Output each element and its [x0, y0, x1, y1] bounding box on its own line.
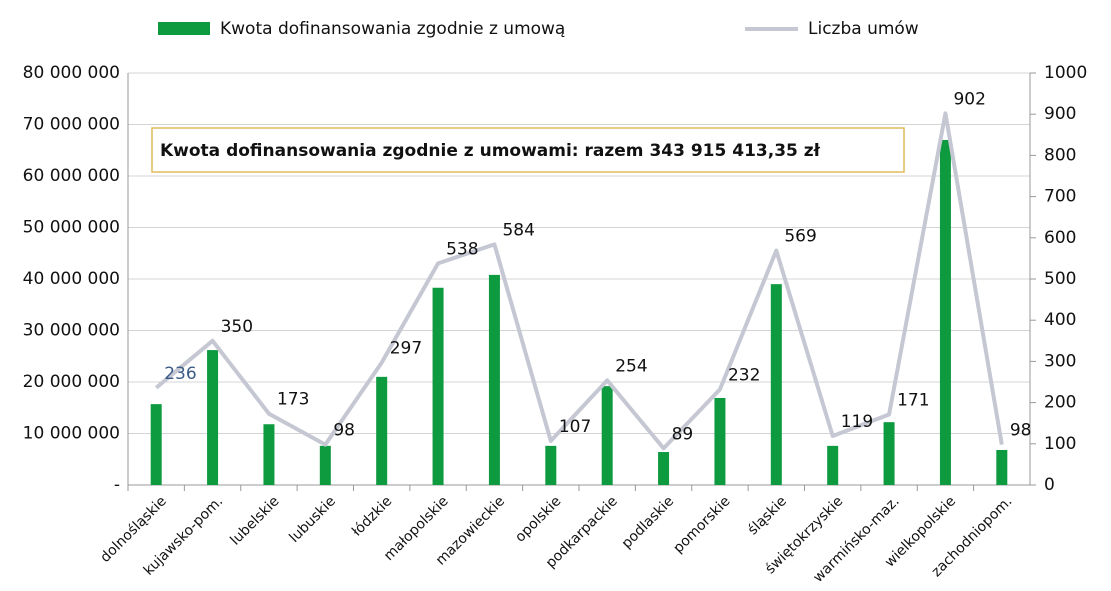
y2-tick-label: 600: [1044, 228, 1076, 248]
y2-tick-label: 200: [1044, 393, 1076, 413]
annotation-box: [151, 127, 905, 173]
y2-tick-label: 900: [1044, 104, 1076, 124]
data-label: 98: [333, 421, 355, 441]
data-label: 350: [221, 317, 253, 337]
legend-swatch: [158, 22, 210, 35]
data-label: 232: [728, 365, 760, 385]
y-tick-label: 10 000 000: [23, 424, 120, 444]
y2-tick-label: 800: [1044, 145, 1076, 165]
bar: [376, 376, 388, 485]
y-tick-label: -: [114, 475, 120, 495]
bar: [432, 287, 444, 485]
bar: [883, 422, 895, 485]
data-label: 107: [559, 417, 591, 437]
bar: [658, 452, 670, 485]
y-tick-label: 70 000 000: [23, 115, 120, 135]
bar: [319, 445, 331, 485]
bar: [601, 386, 613, 485]
bar: [996, 449, 1008, 485]
bar: [714, 397, 726, 485]
x-tick-label: łódzkie: [349, 493, 395, 539]
y2-tick-label: 700: [1044, 187, 1076, 207]
y-tick-label: 40 000 000: [23, 269, 120, 289]
x-tick-label: opolskie: [512, 493, 564, 545]
x-tick-label: podlaskie: [619, 493, 677, 551]
data-label: 902: [953, 89, 985, 109]
x-tick-label: lubuskie: [286, 493, 339, 546]
y2-tick-label: 300: [1044, 351, 1076, 371]
data-label: 98: [1010, 421, 1032, 441]
bar: [207, 350, 219, 485]
y-tick-label: 60 000 000: [23, 166, 120, 186]
data-label: 584: [502, 220, 534, 240]
x-tick-label: lubelskie: [227, 493, 282, 548]
data-label: 171: [897, 391, 929, 411]
annotation: Kwota dofinansowania zgodnie z umowami: …: [160, 141, 821, 161]
bar: [150, 404, 162, 485]
legend-label: Kwota dofinansowania zgodnie z umową: [220, 19, 565, 39]
x-tick-label: śląskie: [745, 493, 790, 538]
y-tick-label: 30 000 000: [23, 321, 120, 341]
data-label: 89: [672, 424, 694, 444]
bar: [939, 139, 951, 485]
y-tick-label: 20 000 000: [23, 372, 120, 392]
legend-label: Liczba umów: [808, 19, 919, 39]
y2-tick-label: 1000: [1044, 63, 1087, 83]
x-tick-label: pomorskie: [670, 493, 733, 556]
y2-tick-label: 0: [1044, 475, 1055, 495]
y2-tick-label: 500: [1044, 269, 1076, 289]
y2-tick-label: 400: [1044, 310, 1076, 330]
data-label: 254: [615, 356, 647, 376]
bar: [770, 284, 782, 485]
data-label: 297: [390, 339, 422, 359]
data-label: 236: [164, 364, 196, 384]
data-label: 569: [784, 227, 816, 247]
data-label: 119: [841, 412, 873, 432]
bar: [827, 445, 839, 485]
y-tick-label: 50 000 000: [23, 218, 120, 238]
data-label: 538: [446, 239, 478, 259]
y-tick-label: 80 000 000: [23, 63, 120, 83]
bar: [488, 274, 500, 485]
bar: [545, 445, 557, 485]
data-label: 173: [277, 390, 309, 410]
line: [154, 111, 1004, 451]
y2-tick-label: 100: [1044, 434, 1076, 454]
bar: [263, 424, 275, 485]
